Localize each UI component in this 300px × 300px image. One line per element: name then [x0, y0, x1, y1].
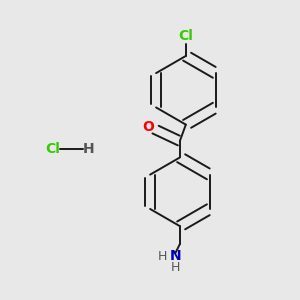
- Text: H: H: [171, 261, 180, 274]
- Text: Cl: Cl: [178, 29, 193, 43]
- Text: H: H: [83, 142, 94, 155]
- Text: Cl: Cl: [46, 142, 60, 155]
- Text: N: N: [169, 249, 181, 263]
- Text: H: H: [158, 250, 167, 262]
- Text: O: O: [142, 120, 154, 134]
